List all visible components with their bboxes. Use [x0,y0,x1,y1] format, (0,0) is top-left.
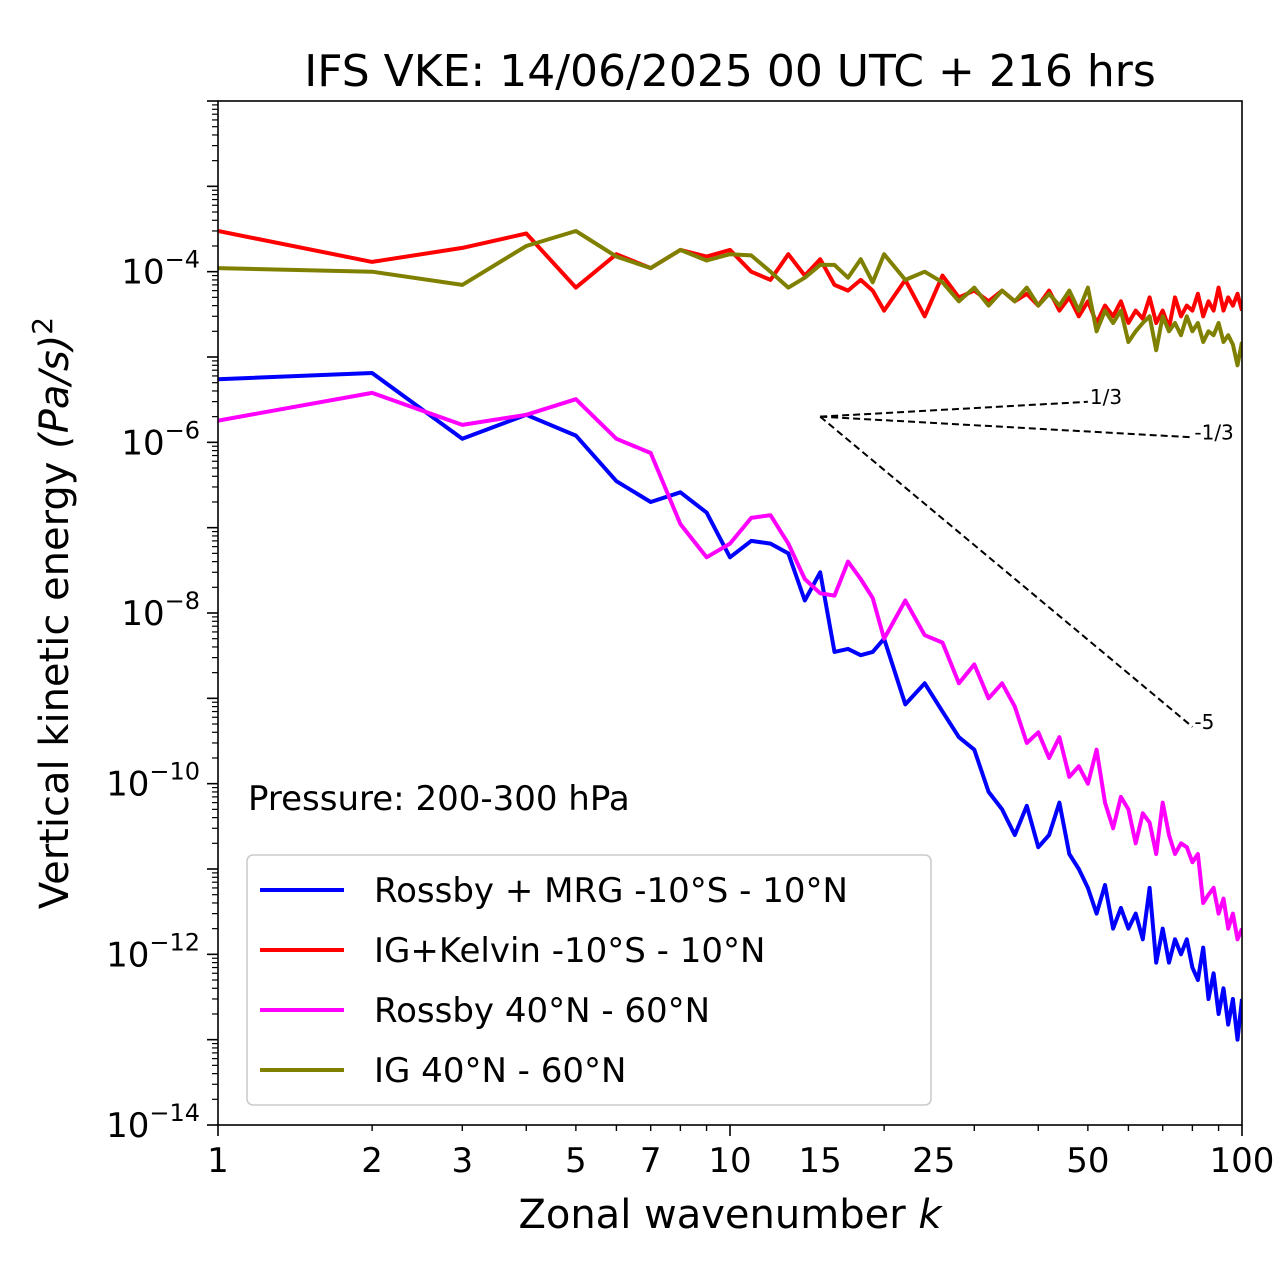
y-tick-label-exponent: −4 [165,246,200,274]
series-line-2 [218,390,1242,942]
x-tick-label-1: 2 [361,1141,383,1181]
series-line-1 [218,229,1242,330]
legend: Rossby + MRG -10°S - 10°N IG+Kelvin -10°S… [246,854,932,1106]
y-tick-label-base: 10 [121,253,164,293]
reference-line-2 [819,415,1194,728]
x-tick-label-8: 50 [1066,1141,1109,1181]
y-tick-label-base: 10 [121,423,164,463]
x-tick-label-2: 3 [451,1141,473,1181]
y-tick-label-exponent: −6 [165,416,200,444]
chart-title: IFS VKE: 14/06/2025 00 UTC + 216 hrs [304,46,1156,97]
y-tick-label-0: 10−4 [121,246,200,293]
y-axis-label-text: Vertical kinetic energy [32,462,78,910]
y-axis-label-power: 2 [26,317,59,335]
y-tick-label-1: 10−6 [121,416,200,463]
x-tick-label-4: 7 [640,1141,662,1181]
y-tick-label-base: 10 [106,935,149,975]
x-axis-label: Zonal wavenumber k [518,1192,943,1238]
reference-slope-lines: 1/3 -1/3 -5 [819,385,1234,734]
legend-label-0: Rossby + MRG -10°S - 10°N [374,871,848,911]
series-line-0 [218,371,1242,1042]
x-tick-label-7: 25 [912,1141,955,1181]
y-tick-label-4: 10−12 [106,928,200,975]
y-tick-label-exponent: −10 [149,758,200,786]
y-tick-label-base: 10 [106,765,149,805]
x-tick-label-0: 1 [207,1141,229,1181]
legend-box [246,854,932,1106]
legend-label-1: IG+Kelvin -10°S - 10°N [374,931,765,971]
reference-line-label-1: -1/3 [1194,420,1233,444]
reference-line-1 [820,415,1193,439]
y-axis-label: Vertical kinetic energy (Pa/s)2 [26,317,78,909]
x-tick-label-3: 5 [565,1141,587,1181]
y-tick-label-3: 10−10 [106,758,200,805]
reference-line-label-2: -5 [1194,710,1214,734]
series-layer [218,229,1242,1042]
y-tick-label-exponent: −12 [149,928,200,956]
reference-line-label-0: 1/3 [1090,385,1122,409]
y-tick-label-2: 10−8 [121,587,200,634]
x-axis-ticks: 1 2 3 5 7 10 15 25 50 100 [207,1125,1274,1181]
x-tick-label-9: 100 [1210,1141,1275,1181]
y-tick-label-base: 10 [121,594,164,634]
x-axis-label-var: k [918,1192,943,1238]
x-tick-label-5: 10 [708,1141,751,1181]
y-tick-label-5: 10−14 [106,1099,200,1146]
pressure-annotation: Pressure: 200-300 hPa [248,779,630,819]
reference-line-0 [820,400,1088,418]
y-tick-label-exponent: −14 [149,1099,200,1127]
series-line-3 [218,229,1242,368]
x-tick-label-6: 15 [799,1141,842,1181]
y-tick-label-exponent: −8 [165,587,200,615]
x-axis-label-text: Zonal wavenumber [518,1192,906,1238]
y-axis-label-units: (Pa/s) [32,335,78,449]
legend-label-3: IG 40°N - 60°N [374,1051,626,1091]
legend-label-2: Rossby 40°N - 60°N [374,991,710,1031]
y-tick-label-base: 10 [106,1106,149,1146]
